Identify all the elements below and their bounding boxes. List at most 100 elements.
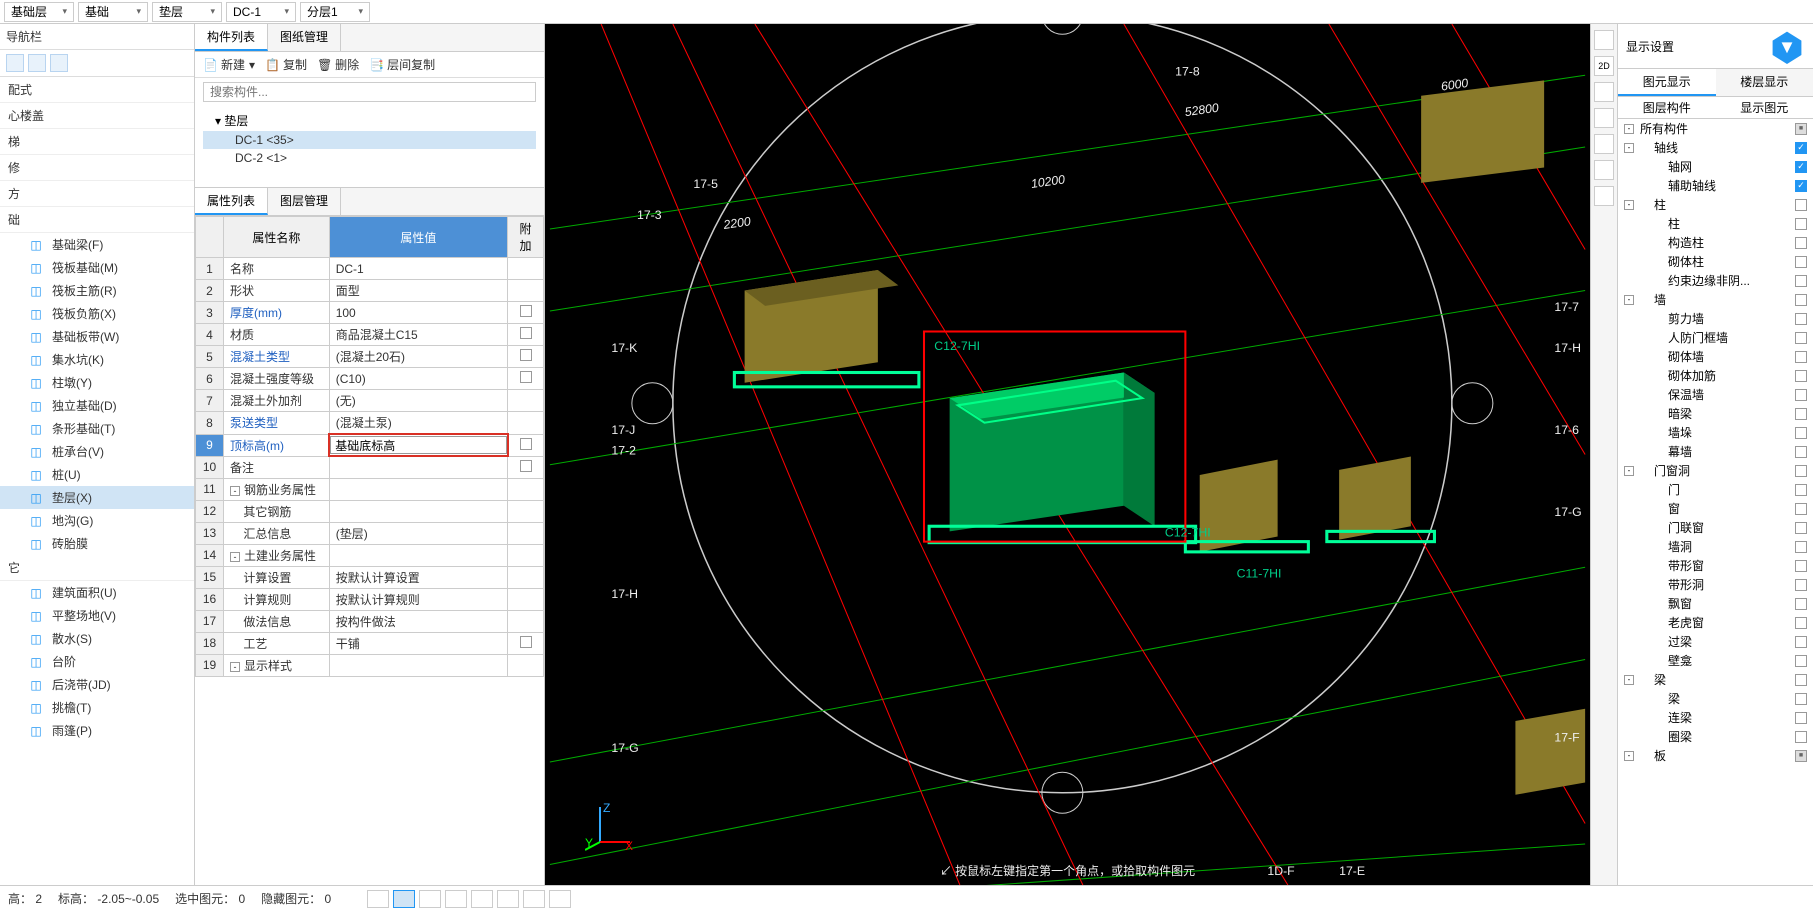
dropdown-layer[interactable]: 分层1 — [300, 2, 370, 22]
visibility-checkbox[interactable] — [1795, 275, 1807, 287]
tree-expander[interactable]: - — [1624, 295, 1634, 305]
nav-item[interactable]: ◫柱墩(Y) — [0, 371, 194, 394]
nav-item[interactable]: ◫集水坑(K) — [0, 348, 194, 371]
nav-item[interactable]: ◫桩(U) — [0, 463, 194, 486]
display-tree-row[interactable]: 剪力墙 — [1618, 309, 1813, 328]
nav-item[interactable]: ◫挑檐(T) — [0, 696, 194, 719]
prop-checkbox[interactable] — [520, 460, 532, 472]
view-btn-measure[interactable] — [1594, 160, 1614, 180]
visibility-checkbox[interactable] — [1795, 484, 1807, 496]
tree-expander[interactable]: - — [1624, 466, 1634, 476]
tab-drawing-mgmt[interactable]: 图纸管理 — [268, 24, 341, 51]
prop-row[interactable]: 13 汇总信息(垫层) — [196, 522, 544, 544]
display-tree-row[interactable]: 辅助轴线 — [1618, 176, 1813, 195]
nav-category[interactable]: 心楼盖 — [0, 103, 194, 129]
prop-row[interactable]: 17 做法信息按构件做法 — [196, 610, 544, 632]
btn-new[interactable]: 📄新建 ▾ — [203, 56, 255, 73]
tree-expander[interactable]: - — [1624, 675, 1634, 685]
display-tree-row[interactable]: 保温墙 — [1618, 385, 1813, 404]
prop-row[interactable]: 19-显示样式 — [196, 654, 544, 676]
display-tree-row[interactable]: -所有构件 — [1618, 119, 1813, 138]
nav-item[interactable]: ◫砖胎膜 — [0, 532, 194, 555]
nav-item[interactable]: ◫筏板主筋(R) — [0, 279, 194, 302]
prop-row[interactable]: 11-钢筋业务属性 — [196, 478, 544, 500]
display-tree-row[interactable]: 窗 — [1618, 499, 1813, 518]
nav-tool-3[interactable] — [50, 54, 68, 72]
display-tree-row[interactable]: 过梁 — [1618, 632, 1813, 651]
tree-expander[interactable]: - — [1624, 200, 1634, 210]
btn-delete[interactable]: 🗑删除 — [317, 56, 359, 73]
display-tree-row[interactable]: 幕墙 — [1618, 442, 1813, 461]
dropdown-category[interactable]: 基础 — [78, 2, 148, 22]
visibility-checkbox[interactable] — [1795, 161, 1807, 173]
tab-layer-mgmt[interactable]: 图层管理 — [268, 188, 341, 215]
visibility-checkbox[interactable] — [1795, 579, 1807, 591]
visibility-checkbox[interactable] — [1795, 750, 1807, 762]
visibility-checkbox[interactable] — [1795, 503, 1807, 515]
visibility-checkbox[interactable] — [1795, 522, 1807, 534]
status-tool-5[interactable] — [471, 890, 493, 908]
display-tree-row[interactable]: 墙垛 — [1618, 423, 1813, 442]
view-btn-iso[interactable] — [1594, 82, 1614, 102]
prop-checkbox[interactable] — [520, 636, 532, 648]
visibility-checkbox[interactable] — [1795, 199, 1807, 211]
prop-row[interactable]: 1名称DC-1 — [196, 258, 544, 280]
btn-copy[interactable]: 📋复制 — [265, 56, 307, 73]
visibility-checkbox[interactable] — [1795, 218, 1807, 230]
tab-property-list[interactable]: 属性列表 — [195, 188, 268, 215]
display-tree-row[interactable]: 门 — [1618, 480, 1813, 499]
visibility-checkbox[interactable] — [1795, 712, 1807, 724]
tree-expander[interactable]: - — [1624, 124, 1634, 134]
view-btn-orbit[interactable] — [1594, 30, 1614, 50]
nav-category[interactable]: 配式 — [0, 77, 194, 103]
visibility-checkbox[interactable] — [1795, 693, 1807, 705]
nav-category-other[interactable]: 它 — [0, 555, 194, 581]
visibility-checkbox[interactable] — [1795, 598, 1807, 610]
visibility-checkbox[interactable] — [1795, 142, 1807, 154]
prop-row[interactable]: 7混凝土外加剂(无) — [196, 390, 544, 412]
tree-child-dc2[interactable]: DC-2 <1> — [203, 149, 536, 167]
display-tree-row[interactable]: 轴网 — [1618, 157, 1813, 176]
tree-expander[interactable]: - — [1624, 751, 1634, 761]
visibility-checkbox[interactable] — [1795, 332, 1807, 344]
viewport-3d[interactable]: 17-3 17-5 17-K 17-J 17-2 17-H 17-G 17-7 … — [545, 24, 1590, 885]
nav-item[interactable]: ◫条形基础(T) — [0, 417, 194, 440]
dropdown-type[interactable]: 垫层 — [152, 2, 222, 22]
visibility-checkbox[interactable] — [1795, 408, 1807, 420]
display-tree-row[interactable]: 门联窗 — [1618, 518, 1813, 537]
visibility-checkbox[interactable] — [1795, 731, 1807, 743]
view-btn-2d[interactable]: 2D — [1594, 56, 1614, 76]
display-tree-row[interactable]: 墙洞 — [1618, 537, 1813, 556]
visibility-checkbox[interactable] — [1795, 351, 1807, 363]
display-tree-row[interactable]: 壁龛 — [1618, 651, 1813, 670]
visibility-checkbox[interactable] — [1795, 427, 1807, 439]
visibility-checkbox[interactable] — [1795, 636, 1807, 648]
visibility-checkbox[interactable] — [1795, 180, 1807, 192]
nav-item[interactable]: ◫基础板带(W) — [0, 325, 194, 348]
prop-row[interactable]: 15 计算设置按默认计算设置 — [196, 566, 544, 588]
view-btn-settings[interactable] — [1594, 186, 1614, 206]
nav-item[interactable]: ◫垫层(X) — [0, 486, 194, 509]
tab-floor-display[interactable]: 楼层显示 — [1716, 69, 1813, 96]
view-btn-select[interactable] — [1594, 134, 1614, 154]
visibility-checkbox[interactable] — [1795, 389, 1807, 401]
tab-element-display[interactable]: 图元显示 — [1618, 69, 1716, 96]
nav-item[interactable]: ◫筏板基础(M) — [0, 256, 194, 279]
visibility-checkbox[interactable] — [1795, 560, 1807, 572]
status-tool-8[interactable] — [549, 890, 571, 908]
prop-row[interactable]: 6混凝土强度等级(C10) — [196, 368, 544, 390]
status-tool-3[interactable] — [419, 890, 441, 908]
visibility-checkbox[interactable] — [1795, 655, 1807, 667]
nav-item[interactable]: ◫基础梁(F) — [0, 233, 194, 256]
nav-category[interactable]: 梯 — [0, 129, 194, 155]
nav-category[interactable]: 础 — [0, 207, 194, 233]
display-tree-row[interactable]: 圈梁 — [1618, 727, 1813, 746]
visibility-checkbox[interactable] — [1795, 465, 1807, 477]
prop-row[interactable]: 12 其它钢筋 — [196, 500, 544, 522]
display-tree-row[interactable]: 砌体加筋 — [1618, 366, 1813, 385]
nav-item[interactable]: ◫筏板负筋(X) — [0, 302, 194, 325]
display-tree-row[interactable]: 连梁 — [1618, 708, 1813, 727]
display-tree-row[interactable]: 构造柱 — [1618, 233, 1813, 252]
display-tree-row[interactable]: 柱 — [1618, 214, 1813, 233]
display-tree-row[interactable]: 飘窗 — [1618, 594, 1813, 613]
